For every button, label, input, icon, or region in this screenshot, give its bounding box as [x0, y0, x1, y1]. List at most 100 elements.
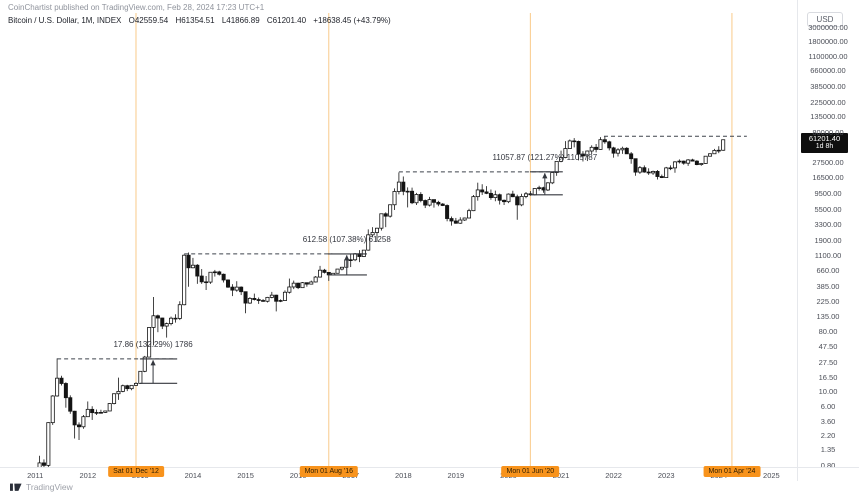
candle: [169, 316, 174, 326]
candle: [313, 276, 318, 283]
candle: [414, 192, 419, 205]
candle: [85, 401, 90, 418]
candle: [703, 155, 708, 164]
candle: [580, 151, 585, 162]
price-tick-label: 660000.00: [810, 66, 846, 76]
price-axis[interactable]: USD 61201.40 1d 8h 3000000.00 1800000.00 1…: [797, 0, 859, 470]
year-label: 2019: [447, 471, 465, 480]
candle: [326, 271, 331, 281]
price-tick-label: 27.50: [818, 358, 838, 368]
candle: [699, 162, 704, 166]
year-label: 2023: [657, 471, 675, 480]
measurement-label[interactable]: 11057.87 (121.27%) 1105787: [492, 152, 598, 162]
current-price-badge: 61201.40 1d 8h: [801, 132, 848, 153]
ohlc-high: H61354.51: [175, 16, 215, 25]
candle: [195, 264, 200, 284]
candle: [204, 276, 209, 290]
candle: [59, 375, 64, 386]
candle: [243, 291, 248, 314]
tradingview-attribution[interactable]: TradingView: [10, 482, 73, 492]
candle: [576, 140, 581, 161]
candle: [712, 148, 717, 155]
candle: [265, 296, 270, 303]
candle: [436, 200, 441, 207]
candle: [624, 147, 629, 155]
candle: [212, 269, 217, 277]
candle: [594, 143, 599, 153]
currency-button[interactable]: USD: [807, 12, 843, 27]
candle: [388, 204, 393, 218]
symbol-title[interactable]: Bitcoin / U.S. Dollar, 1M, INDEX: [8, 16, 122, 25]
event-date-badge[interactable]: Mon 01 Jun '20: [501, 466, 560, 477]
price-tick-label: 1100000.00: [808, 51, 848, 61]
candle: [383, 212, 388, 228]
price-tick-label: 3000000.00: [808, 22, 848, 32]
candle: [677, 159, 682, 164]
price-range-drawing[interactable]: [398, 171, 563, 196]
price-tick-label: 3300.00: [814, 219, 842, 229]
candle: [616, 148, 621, 157]
candle: [282, 290, 287, 301]
candle: [445, 204, 450, 222]
candle: [423, 199, 428, 209]
price-tick-label: 135000.00: [810, 112, 846, 122]
candle: [68, 395, 73, 414]
price-range-drawing[interactable]: [57, 358, 178, 384]
candle: [366, 229, 371, 251]
candle: [664, 166, 669, 178]
candle: [567, 139, 572, 149]
price-tick-label: 225000.00: [810, 97, 846, 107]
candle: [164, 322, 169, 338]
price-tick-label: 47.50: [818, 342, 838, 352]
candle: [607, 140, 612, 151]
candle: [655, 170, 660, 180]
candle: [716, 146, 721, 154]
candle: [291, 280, 296, 290]
candle: [449, 216, 454, 226]
candle: [484, 186, 489, 195]
candle: [563, 141, 568, 159]
candle: [611, 146, 616, 158]
price-tick-label: 80.00: [818, 327, 838, 337]
candle: [659, 174, 664, 179]
time-axis[interactable]: 2011201220132014201520162017201820192020…: [0, 466, 859, 483]
candle: [467, 208, 472, 219]
candle: [247, 297, 252, 304]
price-tick-label: 1100.00: [814, 251, 842, 261]
candle: [239, 286, 244, 296]
year-label: 2025: [763, 471, 780, 480]
candle: [234, 281, 239, 292]
candle: [142, 355, 147, 373]
measurement-label[interactable]: 17.86 (132.29%) 1786: [113, 339, 193, 349]
candle: [370, 227, 375, 238]
candle: [63, 382, 68, 408]
candle: [300, 281, 305, 289]
candle: [296, 282, 301, 290]
price-range-drawing[interactable]: [184, 253, 367, 276]
candle: [545, 182, 550, 192]
candle: [357, 250, 362, 263]
candle: [221, 273, 226, 283]
candle: [94, 409, 99, 416]
price-tick-label: 27500.00: [812, 158, 844, 168]
candle: [488, 189, 493, 200]
year-label: 2022: [605, 471, 622, 480]
candle: [107, 403, 112, 412]
candle: [252, 293, 257, 301]
candle: [116, 377, 121, 400]
candle: [642, 165, 647, 173]
event-date-badge[interactable]: Sat 01 Dec '12: [108, 466, 164, 477]
price-tick-label: 225.00: [816, 297, 840, 307]
event-date-badge[interactable]: Mon 01 Apr '24: [703, 466, 761, 477]
event-date-badge[interactable]: Mon 01 Aug '16: [299, 466, 358, 477]
price-tick-label: 16.50: [818, 372, 838, 382]
measurement-label[interactable]: 612.58 (107.38%) 61258: [302, 234, 391, 244]
candle: [186, 252, 191, 287]
candle: [98, 409, 103, 414]
candle: [462, 217, 467, 221]
price-tick-label: 10.00: [818, 387, 838, 397]
candle: [493, 190, 498, 202]
candle: [690, 158, 695, 162]
candle: [668, 165, 673, 171]
